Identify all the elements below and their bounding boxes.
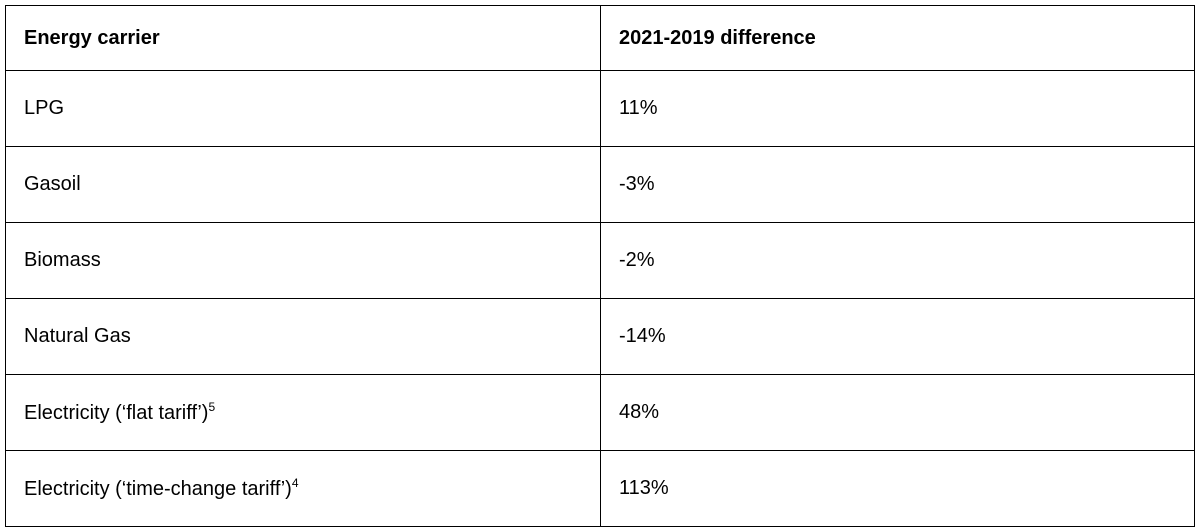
carrier-cell: Biomass	[5, 222, 601, 299]
difference-cell: 48%	[600, 374, 1195, 451]
difference-cell: -2%	[600, 222, 1195, 299]
table-body: LPG 11% Gasoil -3% Biomass -2% Natural Gas -14%…	[5, 70, 1195, 527]
difference-value: 48%	[619, 401, 660, 423]
difference-value: 11%	[619, 97, 658, 119]
carrier-name: Natural Gas	[24, 325, 131, 347]
difference-cell: -3%	[600, 146, 1195, 223]
header-row: Energy carrier 2021-2019 difference	[5, 5, 1195, 71]
table-row: Electricity (‘time-change tariff’)4 113%	[5, 450, 1195, 527]
carrier-name: Gasoil	[24, 173, 81, 195]
header-cell: 2021-2019 difference	[600, 5, 1195, 71]
carrier-cell: Natural Gas	[5, 298, 601, 375]
energy-table: Energy carrier 2021-2019 difference LPG 1…	[5, 5, 1195, 527]
carrier-name: Electricity (‘flat tariff’)	[24, 402, 209, 424]
difference-cell: 113%	[600, 450, 1195, 527]
carrier-cell: Electricity (‘flat tariff’)5	[5, 374, 601, 451]
difference-value: -14%	[619, 325, 666, 347]
difference-value: 113%	[619, 477, 669, 499]
carrier-name: Electricity (‘time-change tariff’)	[24, 478, 292, 500]
table-row: Biomass -2%	[5, 222, 1195, 299]
table-row: Gasoil -3%	[5, 146, 1195, 223]
carrier-name: LPG	[24, 97, 65, 119]
table-row: Natural Gas -14%	[5, 298, 1195, 375]
table-row: LPG 11%	[5, 70, 1195, 147]
header-cell: Energy carrier	[5, 5, 601, 71]
difference-cell: 11%	[600, 70, 1195, 147]
footnote-ref: 5	[208, 400, 216, 414]
table-row: Electricity (‘flat tariff’)5 48%	[5, 374, 1195, 451]
difference-cell: -14%	[600, 298, 1195, 375]
carrier-cell: LPG	[5, 70, 601, 147]
footnote-ref: 4	[291, 476, 299, 490]
carrier-cell: Electricity (‘time-change tariff’)4	[5, 450, 601, 527]
carrier-name: Biomass	[24, 249, 101, 271]
carrier-cell: Gasoil	[5, 146, 601, 223]
difference-value: -2%	[619, 249, 655, 271]
difference-value: -3%	[619, 173, 655, 195]
